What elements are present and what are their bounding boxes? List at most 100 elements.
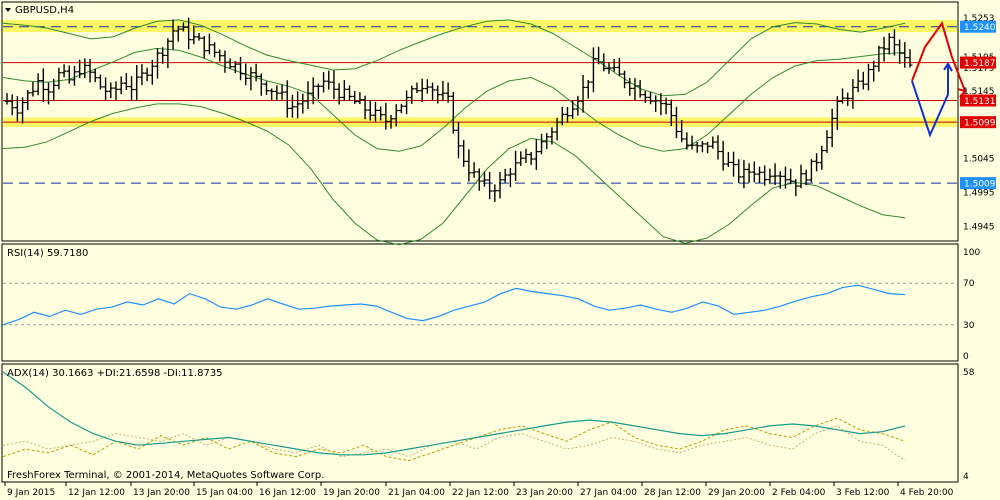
price-bar: [149, 59, 155, 85]
price-bar: [321, 72, 327, 93]
price-bar: [736, 159, 742, 184]
price-bar: [777, 171, 783, 189]
price-bar: [383, 102, 389, 130]
triangle-down-icon[interactable]: [5, 8, 11, 12]
price-bar: [507, 167, 513, 188]
price-bar: [155, 48, 160, 79]
price-bar: [502, 168, 508, 183]
price-bar: [544, 133, 550, 149]
price-bar: [398, 103, 404, 114]
rsi-line: [2, 284, 906, 326]
price-bar: [648, 91, 654, 105]
price-bar: [762, 165, 768, 186]
price-bar: [881, 36, 887, 62]
price-bar: [279, 84, 285, 100]
level-marker: 1.5099: [960, 116, 996, 129]
adx-line: [2, 371, 906, 456]
price-bar: [393, 104, 399, 127]
price-bar: [186, 17, 192, 50]
price-bar: [196, 33, 202, 41]
price-bar: [51, 78, 57, 100]
price-bar: [840, 88, 846, 104]
price-bar: [326, 70, 332, 90]
price-bar: [715, 135, 721, 160]
price-bar: [144, 67, 150, 82]
price-bar: [243, 63, 249, 86]
price-bar: [30, 81, 36, 97]
price-bar: [66, 65, 72, 84]
bb-lower-line: [2, 103, 906, 246]
price-bar: [897, 39, 903, 64]
adx-indicator: 58 4: [2, 368, 975, 482]
price-bar: [481, 171, 487, 187]
level-marker: 1.5131: [960, 94, 996, 107]
price-bar: [668, 99, 674, 127]
price-bar: [559, 106, 565, 126]
price-bar: [782, 166, 788, 189]
price-bar: [201, 35, 207, 59]
rsi-label: RSI(14) 59.7180: [7, 248, 88, 259]
price-bar: [564, 107, 570, 123]
price-bar: [40, 68, 46, 103]
price-bar: [378, 106, 384, 121]
price-bar: [113, 81, 119, 101]
price-bar: [710, 136, 716, 149]
level-marker: 1.5187: [960, 56, 996, 69]
time-tick-label: 19 Jan 20:00: [323, 488, 380, 498]
price-bar: [14, 96, 20, 122]
price-bar: [653, 95, 659, 112]
time-axis: 9 Jan 2015 12 Jan 12:00 13 Jan 20:00 15 Jan…: [4, 482, 954, 498]
price-bar: [772, 163, 778, 186]
price-bar: [357, 92, 363, 105]
price-bar: [222, 50, 228, 73]
price-bar: [430, 82, 436, 100]
price-bar: [9, 94, 15, 116]
price-bar: [590, 47, 596, 93]
price-bar: [788, 168, 794, 185]
price-bar: [865, 63, 871, 91]
rsi-tick-label: 70: [963, 279, 975, 289]
time-tick-label: 12 Jan 12:00: [68, 488, 125, 498]
price-bar: [414, 82, 420, 94]
price-bar: [814, 153, 820, 172]
price-bar: [160, 47, 166, 64]
price-bar: [725, 152, 731, 167]
price-bar: [269, 88, 275, 100]
svg-text:1.5099: 1.5099: [964, 119, 996, 129]
price-axis: 1.52531.51951.51791.51451.50951.50451.49…: [960, 14, 996, 232]
price-bar: [139, 64, 145, 86]
price-bar: [170, 19, 176, 50]
price-bar: [824, 130, 830, 153]
price-bar: [108, 82, 114, 99]
price-bar: [658, 93, 664, 116]
price-bar: [606, 61, 612, 74]
time-tick-label: 2 Feb 04:00: [772, 488, 826, 498]
price-bar: [71, 65, 77, 86]
adx-tick-label: 58: [963, 368, 975, 378]
time-tick-label: 23 Jan 20:00: [516, 488, 573, 498]
time-tick-label: 16 Jan 12:00: [259, 488, 316, 498]
rsi-tick-label: 0: [963, 352, 969, 362]
price-bar: [56, 67, 62, 90]
price-bar: [575, 95, 581, 116]
price-bar: [118, 76, 124, 95]
price-bar: [637, 80, 643, 98]
price-bar: [424, 79, 430, 94]
price-bar: [528, 151, 534, 165]
price-bar: [367, 99, 373, 121]
price-bar: [191, 25, 197, 45]
red-forecast-path: [911, 21, 966, 92]
price-bar: [845, 92, 851, 106]
rsi-tick-label: 30: [963, 321, 975, 331]
price-bar: [97, 74, 103, 90]
price-bar: [129, 76, 135, 101]
symbol-label: GBPUSD,H4: [15, 5, 74, 16]
price-bar: [757, 166, 762, 183]
price-bar: [289, 94, 295, 118]
price-tick-label: 1.4945: [963, 222, 995, 232]
price-bar: [523, 148, 529, 163]
price-bar: [388, 114, 394, 129]
price-bar: [206, 33, 212, 55]
price-bar: [212, 42, 218, 58]
price-bar: [855, 69, 861, 92]
